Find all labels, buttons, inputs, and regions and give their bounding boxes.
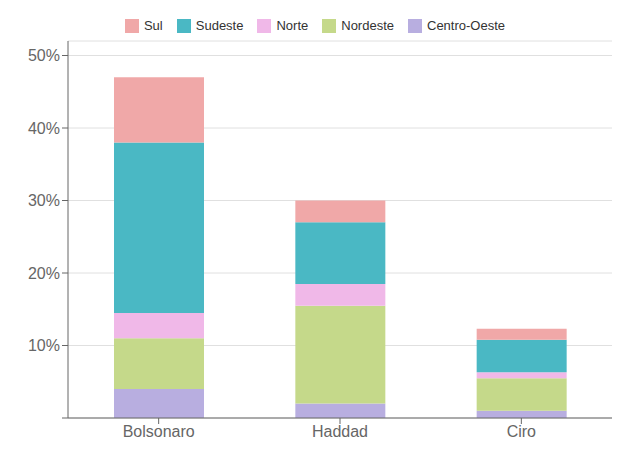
svg-text:20%: 20% xyxy=(28,265,60,282)
html-text:Sudeste: Sudeste xyxy=(195,18,244,33)
svg-text:10%: 10% xyxy=(28,337,60,354)
svg-text:50%: 50% xyxy=(28,47,60,64)
html-text:Centro-Oeste: Centro-Oeste xyxy=(427,18,505,33)
svg-text:30%: 30% xyxy=(28,192,60,209)
html-text:Sul: Sul xyxy=(144,18,163,33)
svg-text:Ciro: Ciro xyxy=(507,423,536,440)
html-text:Norte: Norte xyxy=(276,18,309,33)
html-text:Nordeste: Nordeste xyxy=(341,18,394,33)
svg-text:40%: 40% xyxy=(28,120,60,137)
svg-text:Haddad: Haddad xyxy=(312,423,368,440)
svg-text:Bolsonaro: Bolsonaro xyxy=(123,423,195,440)
